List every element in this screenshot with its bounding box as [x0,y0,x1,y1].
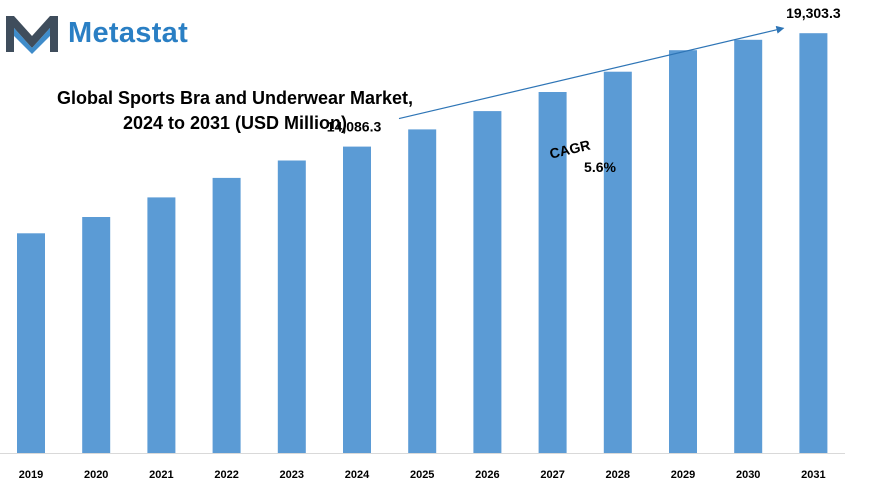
bar-2024 [343,146,371,453]
bar-2029 [669,50,697,453]
cagr-value: 5.6% [584,159,616,175]
data-label-2024: 14,086.3 [327,119,382,135]
x-tick-label-2027: 2027 [540,469,564,481]
bar-2031 [799,33,828,453]
x-tick-label-2021: 2021 [149,469,173,481]
x-tick-label-2022: 2022 [214,469,238,481]
bar-2020 [82,217,111,453]
cagr-arrow [398,25,785,120]
bar-2030 [734,39,763,454]
chart-title: Global Sports Bra and Underwear Market, … [20,86,450,136]
x-tick-label-2030: 2030 [736,469,760,481]
data-label-2031: 19,303.3 [786,5,841,21]
x-tick-label-2029: 2029 [671,469,695,481]
bar-2021 [147,197,176,453]
metastat-m-logo-icon [6,16,58,54]
x-tick-label-2023: 2023 [280,469,304,481]
bar-2023 [277,160,306,453]
x-tick-label-2031: 2031 [801,469,825,481]
chart-title-line-1: Global Sports Bra and Underwear Market, [56,88,414,108]
bar-2022 [212,177,241,453]
bar-2026 [473,111,502,453]
bar-2027 [538,92,567,453]
bar-2019 [17,233,45,453]
brand-name: Metastat [68,16,189,49]
bar-2025 [408,129,437,453]
brand-logo: Metastat [6,12,188,54]
x-tick-label-2028: 2028 [606,469,630,481]
x-tick-label-2019: 2019 [19,469,43,481]
x-tick-label-2020: 2020 [84,469,108,481]
x-tick-label-2026: 2026 [475,469,499,481]
x-tick-label-2024: 2024 [345,469,370,481]
chart-title-line-2: 2024 to 2031 (USD Million) [122,113,348,133]
x-tick-label-2025: 2025 [410,469,434,481]
bar-2028 [603,71,632,453]
